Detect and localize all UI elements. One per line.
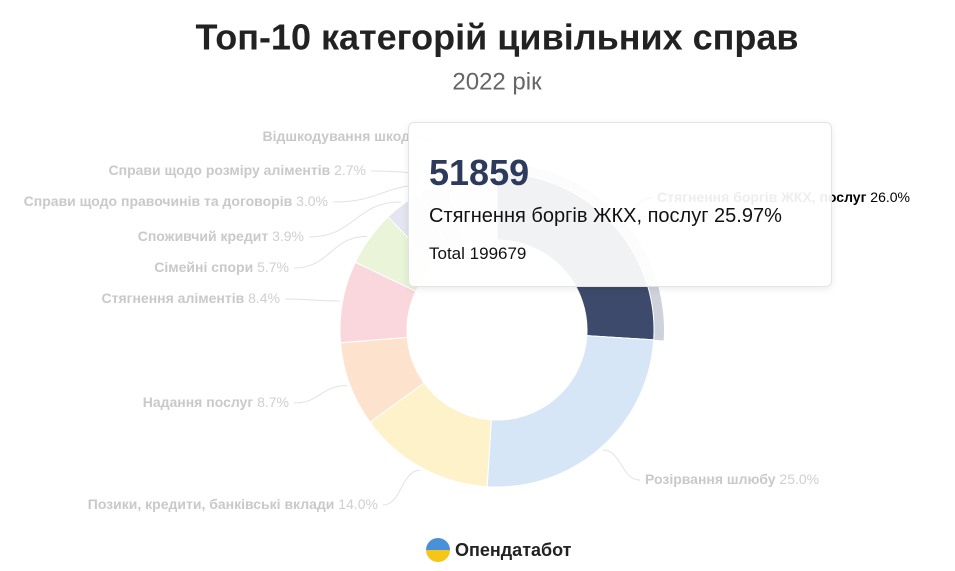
label-value: 26.0%	[870, 189, 910, 205]
label-value: 14.0%	[338, 496, 378, 512]
connector	[602, 449, 641, 481]
label-name: Позики, кредити, банківські вклади	[88, 496, 335, 512]
label-name: Стягнення аліментів	[101, 290, 244, 306]
slice-label: Стягнення аліментів 8.4%	[101, 290, 280, 306]
chart-subtitle: 2022 рік	[452, 68, 542, 95]
label-name: Справи щодо розміру аліментів	[109, 162, 331, 178]
slice-label: Позики, кредити, банківські вклади 14.0%	[88, 496, 378, 512]
slice-label: Сімейні спори 5.7%	[154, 259, 289, 275]
connector	[293, 385, 347, 404]
brand-logo	[426, 538, 450, 562]
label-value: 25.0%	[779, 471, 819, 487]
connector	[382, 469, 420, 506]
slice-label: Справи щодо розміру аліментів 2.7%	[109, 162, 366, 178]
label-name: Відшкодування шкод	[262, 128, 410, 144]
label-value: 8.7%	[257, 394, 289, 410]
slice-label: Розірвання шлюбу 25.0%	[645, 471, 819, 487]
slice-label: Відшкодування шкод	[262, 128, 410, 144]
slice-label: Справи щодо правочинів та договорів 3.0%	[24, 193, 328, 209]
connector	[293, 235, 368, 269]
label-name: Надання послуг	[143, 394, 254, 410]
label-name: Споживчий кредит	[138, 228, 269, 244]
tooltip-total-label: Total	[429, 244, 465, 263]
tooltip-detail: Стягнення боргів ЖКХ, послуг 25.97%	[429, 205, 782, 227]
label-value: 2.7%	[334, 162, 366, 178]
tooltip-value: 51859	[429, 152, 530, 193]
slice-label: Надання послуг 8.7%	[143, 394, 289, 410]
slice-label: Споживчий кредит 3.9%	[138, 228, 304, 244]
tooltip-total-value: 199679	[469, 244, 527, 263]
label-value: 5.7%	[257, 259, 289, 275]
label-name: Розірвання шлюбу	[645, 471, 776, 487]
label-value: 3.9%	[272, 228, 304, 244]
label-value: 3.0%	[296, 193, 328, 209]
chart-title: Топ-10 категорій цивільних справ	[195, 17, 798, 58]
label-name: Сімейні спори	[154, 259, 253, 275]
connector	[308, 201, 401, 238]
tooltip: 51859 Стягнення боргів ЖКХ, послуг 25.97…	[408, 122, 832, 287]
tooltip-total: Total 199679	[429, 244, 811, 264]
label-value: 8.4%	[248, 290, 280, 306]
label-name: Справи щодо правочинів та договорів	[24, 193, 293, 209]
brand-name: Опендатабот	[455, 540, 572, 560]
slice	[486, 335, 655, 488]
connector	[284, 298, 340, 302]
